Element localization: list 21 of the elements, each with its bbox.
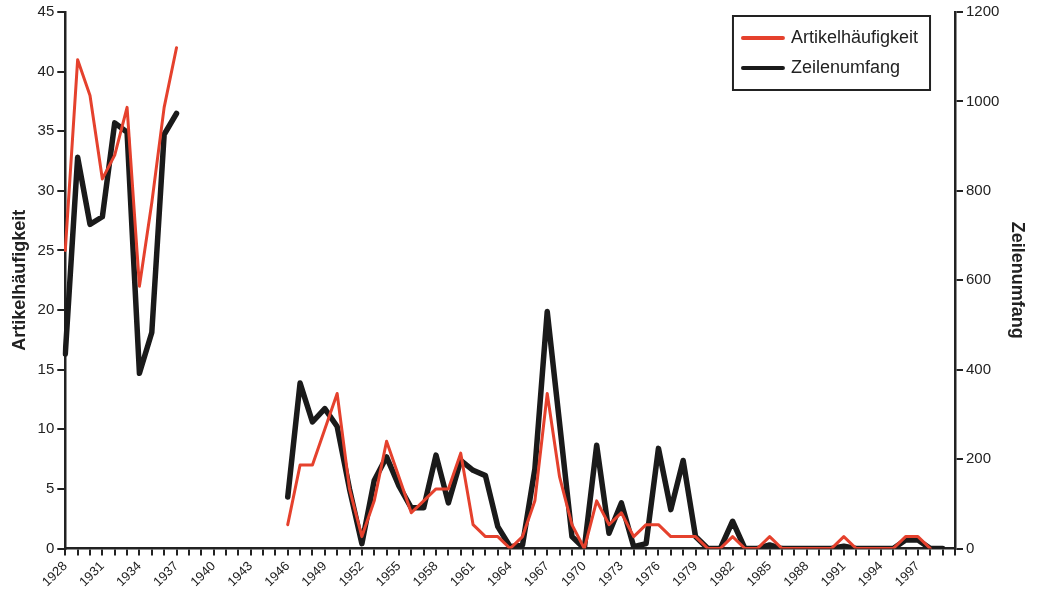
y2-tick-label: 800 xyxy=(966,180,992,198)
y2-tick-label: 1000 xyxy=(966,91,1000,109)
legend-label: Artikelhäufigkeit xyxy=(790,26,919,47)
y2-tick-label: 600 xyxy=(966,270,992,288)
y2-axis-title: Zeilenumfang xyxy=(1008,221,1029,339)
y-tick-label: 0 xyxy=(45,538,55,556)
y-tick-label: 10 xyxy=(37,419,55,437)
y-tick-label: 45 xyxy=(37,2,55,20)
y-tick-label: 30 xyxy=(37,180,55,198)
y-tick-label: 35 xyxy=(37,121,55,139)
y2-tick-label: 0 xyxy=(966,538,975,556)
y-tick-label: 20 xyxy=(37,300,55,318)
y-tick-label: 5 xyxy=(45,479,55,497)
y-tick-label: 40 xyxy=(37,61,55,79)
y2-tick-label: 200 xyxy=(966,449,992,467)
y-axis-title: Artikelhäufigkeit xyxy=(8,209,29,351)
y-tick-label: 15 xyxy=(37,359,55,377)
legend-label: Zeilenumfang xyxy=(790,56,901,77)
y2-tick-label: 400 xyxy=(966,359,992,377)
y2-tick-label: 1200 xyxy=(966,2,1000,20)
y-tick-label: 25 xyxy=(37,240,55,258)
